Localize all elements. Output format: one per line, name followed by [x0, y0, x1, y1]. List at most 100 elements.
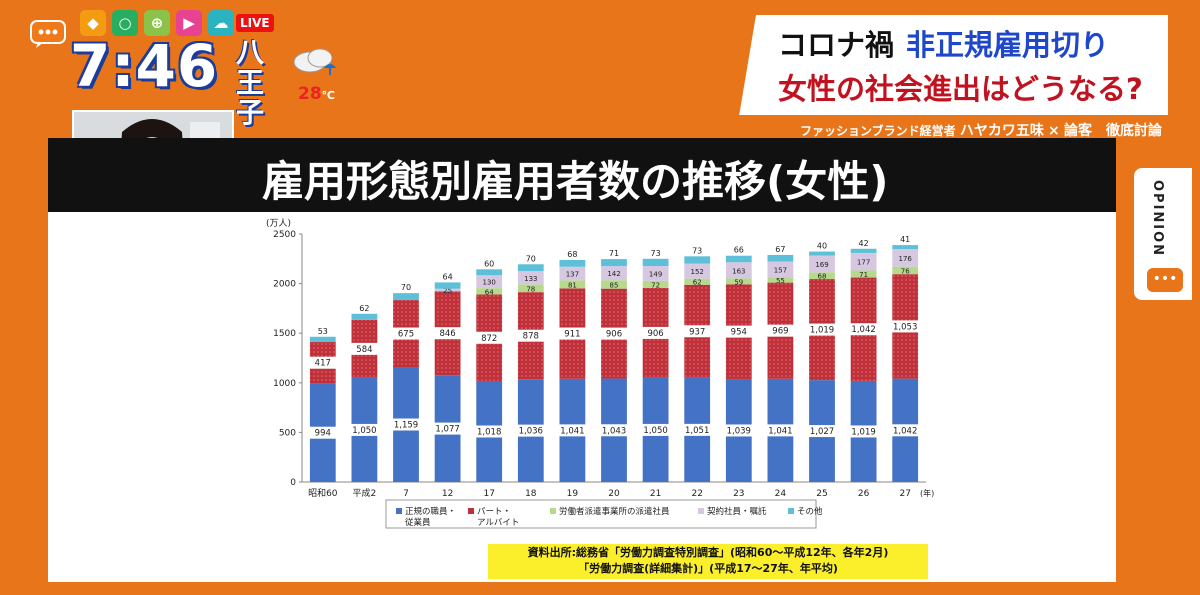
temperature-unit: ℃ — [321, 89, 335, 102]
x-tick-label: 昭和60 — [308, 488, 338, 499]
bar-segment — [767, 261, 794, 278]
data-label: 872 — [481, 334, 497, 344]
play-icon[interactable]: ▶ — [176, 10, 202, 36]
data-label: 78 — [526, 285, 535, 293]
data-label-bg — [349, 342, 380, 355]
data-label-bg — [349, 423, 380, 436]
data-label: 1,036 — [519, 427, 543, 437]
legend-box — [385, 499, 817, 529]
data-label-bg — [557, 424, 588, 437]
source-line2: 「労働力調査(詳細集計)」(平成17〜27年、年平均) — [578, 562, 838, 575]
x-tick-label: 24 — [775, 489, 787, 499]
bar-segment — [434, 288, 461, 292]
legend-label: 労働者派遣事業所の派遣社員 — [559, 506, 670, 517]
legend-label: 従業員 — [405, 517, 431, 528]
data-label: 1,041 — [768, 426, 792, 436]
byline-x: × — [1048, 123, 1060, 139]
bar-segment — [767, 277, 794, 283]
legend-swatch — [788, 508, 794, 514]
legend-label: パート・ — [477, 507, 511, 517]
bar-segment — [725, 262, 752, 279]
bookmark-icon[interactable]: ◆ — [80, 10, 106, 36]
bar-segment — [642, 266, 669, 281]
data-label-bg — [474, 425, 505, 438]
data-label-bg — [307, 356, 338, 369]
source-note: 資料出所:総務省「労働力調査特別調査」(昭和60〜平成12年、各年2月) 「労働… — [488, 544, 928, 579]
data-label: 59 — [734, 278, 743, 286]
data-label-bg — [557, 327, 588, 340]
data-label-bg — [640, 423, 671, 436]
bar-segment — [601, 266, 627, 281]
byline-role: ファッションブランド経営者 — [800, 124, 956, 138]
headline-subject: 非正規雇用切り — [906, 28, 1110, 62]
data-label: 85 — [610, 281, 619, 289]
bar-segment — [517, 264, 544, 272]
bar-segment — [393, 293, 419, 301]
x-tick-label: 12 — [442, 489, 453, 499]
bar-segment — [351, 313, 378, 320]
headline-line1: コロナ禍 非正規雇用切り — [778, 22, 1109, 64]
bar-segment — [517, 284, 544, 293]
data-label: 157 — [774, 266, 787, 274]
x-tick-label: 平成2 — [353, 487, 377, 499]
data-label: 55 — [776, 277, 785, 285]
bar-segment — [309, 336, 336, 343]
data-label: 169 — [815, 261, 828, 269]
data-label-bg — [890, 320, 921, 333]
data-label: 62 — [693, 279, 702, 287]
clock: 7:46 — [70, 32, 219, 100]
city-label: 八王子 — [236, 36, 265, 129]
globe-icon[interactable]: ⊕ — [144, 10, 170, 36]
bar-segment — [476, 269, 503, 276]
data-label-bg — [807, 323, 837, 336]
bar-segment — [850, 248, 877, 253]
y-tick-label: 0 — [290, 478, 296, 488]
bar-segment — [434, 282, 461, 289]
bar-segment — [850, 270, 877, 278]
data-label: 73 — [651, 249, 661, 258]
data-label: 177 — [857, 259, 870, 267]
bar-segment — [559, 280, 586, 289]
data-label: 130 — [483, 279, 496, 287]
legend-swatch — [396, 508, 402, 514]
data-label: 1,027 — [810, 427, 834, 437]
x-tick-label: 23 — [733, 489, 744, 499]
data-label: 71 — [859, 271, 868, 279]
data-label-bg — [391, 327, 421, 340]
bar-segment — [559, 266, 586, 281]
data-label: 906 — [606, 330, 622, 340]
bar-segment — [725, 255, 752, 263]
y-tick-label: 2000 — [273, 280, 296, 290]
weather-app-icon[interactable]: ☁ — [208, 10, 234, 36]
y-tick-label: 1500 — [273, 329, 296, 339]
data-label: 1,042 — [851, 325, 875, 335]
data-label: 1,041 — [560, 426, 584, 436]
data-label: 68 — [818, 273, 827, 281]
data-label-bg — [765, 424, 796, 437]
x-tick-label: 20 — [608, 489, 620, 499]
data-label: 42 — [859, 239, 869, 248]
headline-line2: 女性の社会進出はどうなる? — [778, 72, 1143, 106]
data-label-bg — [723, 325, 754, 338]
search-icon[interactable]: ○ — [112, 10, 138, 36]
data-label: 66 — [734, 246, 744, 255]
data-label: 53 — [318, 327, 328, 336]
data-label: 72 — [651, 281, 660, 289]
data-label-bg — [807, 425, 837, 438]
data-label: 60 — [484, 259, 494, 268]
opinion-label: OPINION — [1150, 180, 1165, 258]
data-label-bg — [307, 426, 338, 439]
data-label: 70 — [401, 283, 411, 292]
legend-swatch — [550, 508, 556, 514]
x-tick-label: 17 — [483, 489, 494, 499]
bar-segment — [684, 256, 711, 264]
data-label: 1,042 — [893, 426, 917, 436]
comment-bubble-icon[interactable] — [30, 20, 66, 52]
opinion-comment-icon[interactable]: ••• — [1147, 268, 1183, 292]
x-tick-label: 22 — [691, 489, 702, 499]
data-label-bg — [432, 422, 463, 435]
data-label-bg — [474, 331, 505, 344]
data-label: 911 — [564, 330, 580, 340]
data-label: 937 — [689, 327, 705, 337]
bar-segment — [809, 255, 835, 273]
